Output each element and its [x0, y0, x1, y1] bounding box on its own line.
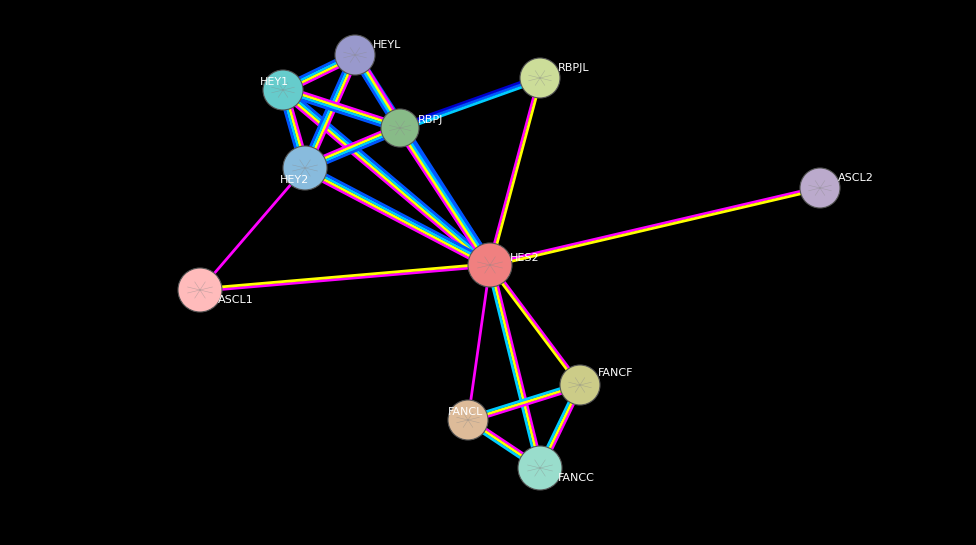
Text: FANCL: FANCL: [448, 407, 483, 417]
Text: RBPJ: RBPJ: [418, 115, 443, 125]
Circle shape: [560, 365, 600, 405]
Text: HEY2: HEY2: [280, 175, 309, 185]
Circle shape: [283, 146, 327, 190]
Text: ASCL1: ASCL1: [218, 295, 254, 305]
Circle shape: [178, 268, 222, 312]
Text: FANCC: FANCC: [558, 473, 595, 483]
Text: ASCL2: ASCL2: [838, 173, 874, 183]
Circle shape: [381, 109, 419, 147]
Text: HES2: HES2: [510, 253, 540, 263]
Text: HEYL: HEYL: [373, 40, 401, 50]
Circle shape: [335, 35, 375, 75]
Circle shape: [263, 70, 303, 110]
Circle shape: [448, 400, 488, 440]
Circle shape: [518, 446, 562, 490]
Text: HEY1: HEY1: [260, 77, 289, 87]
Text: FANCF: FANCF: [598, 368, 633, 378]
Circle shape: [800, 168, 840, 208]
Circle shape: [520, 58, 560, 98]
Text: RBPJL: RBPJL: [558, 63, 590, 73]
Circle shape: [468, 243, 512, 287]
